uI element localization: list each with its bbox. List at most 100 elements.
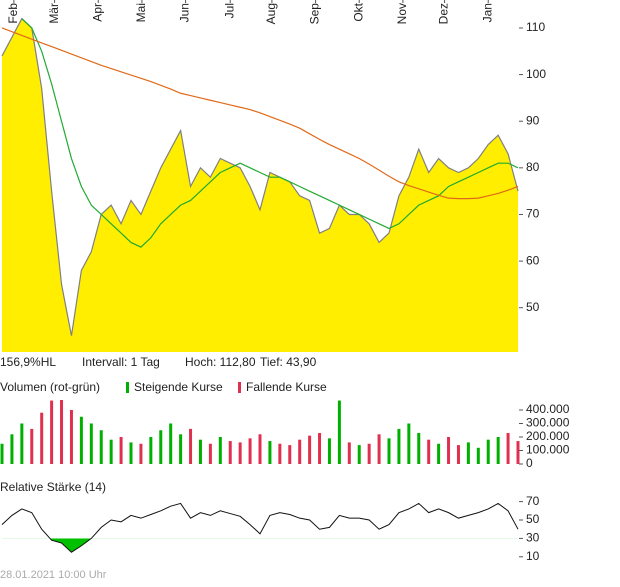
volume-bar	[308, 435, 312, 464]
volume-bar	[50, 400, 54, 464]
x-tick-label: Sep	[308, 3, 322, 25]
oversold-fill	[49, 538, 92, 553]
volume-bar	[397, 428, 401, 464]
y-tick-label: 70	[526, 494, 540, 508]
volume-bar	[268, 441, 272, 464]
volume-bar	[337, 400, 341, 464]
legend-entry: Fallende Kurse	[246, 380, 327, 394]
y-tick-label: 60	[526, 253, 540, 267]
volume-bar	[198, 439, 202, 464]
y-tick-label: 100	[526, 67, 546, 81]
info: Hoch: 112,80	[185, 355, 256, 369]
volume-bar	[486, 439, 490, 464]
volume-bar	[238, 442, 242, 464]
y-tick-label: 50	[526, 512, 540, 526]
volume-bar	[318, 432, 322, 464]
volume-bar	[496, 436, 500, 464]
x-tick-label: Feb	[6, 3, 20, 24]
x-tick-label: Jul	[222, 3, 236, 18]
volume-bar	[10, 434, 14, 464]
legend-swatch	[126, 382, 129, 393]
volume-bar	[248, 438, 252, 464]
volume-bar	[506, 432, 510, 464]
volume-bar	[189, 428, 193, 464]
volume-bar	[327, 438, 331, 464]
volume-bar	[456, 445, 460, 464]
volume-bar	[79, 416, 83, 464]
y-tick-label: 200.000	[526, 429, 570, 443]
volume-bar	[377, 434, 381, 464]
rsi-line	[1, 502, 519, 553]
x-tick-label: Dez	[437, 3, 451, 24]
volume-bar	[218, 436, 222, 464]
price-area	[2, 18, 518, 352]
volume-title: Volumen (rot-grün)	[0, 380, 100, 394]
x-tick-label: Aug	[264, 3, 278, 24]
volume-bar	[159, 430, 163, 464]
price-line	[1, 17, 519, 336]
volume-bar	[30, 428, 34, 464]
x-tick-label: Jun	[178, 3, 192, 22]
volume-bar	[258, 434, 262, 464]
rsi-title: Relative Stärke (14)	[0, 480, 106, 494]
y-tick-label: 10	[526, 549, 540, 563]
volume-bar	[278, 443, 282, 464]
volume-bar	[60, 400, 64, 464]
volume-bar	[347, 442, 351, 464]
volume-bar	[367, 443, 371, 464]
y-tick-label: 110	[526, 20, 545, 34]
x-tick-label: Apr	[90, 3, 104, 22]
y-tick-label: 90	[526, 113, 540, 127]
volume-bar	[466, 442, 470, 464]
volume-bar	[208, 443, 212, 464]
y-tick-label: 300.000	[526, 416, 570, 430]
volume-bar	[99, 430, 103, 464]
volume-bar	[298, 439, 302, 464]
y-tick-label: 50	[526, 300, 540, 314]
info: 156,9%HL	[0, 355, 56, 369]
volume-bar	[169, 423, 173, 464]
volume-bar	[357, 445, 361, 464]
footer: 28.01.2021 10:00 Uhr	[0, 569, 107, 581]
volume-bar	[476, 447, 480, 464]
volume-bar	[139, 443, 143, 464]
y-tick-label: 400.000	[526, 402, 570, 416]
volume-bar	[228, 441, 232, 464]
volume-bar	[179, 434, 183, 464]
volume-bar	[20, 423, 24, 464]
info: Intervall: 1 Tag	[82, 355, 160, 369]
volume-bar	[89, 423, 93, 464]
y-tick-label: 30	[526, 531, 540, 545]
y-tick-label: 70	[526, 207, 540, 221]
volume-bar	[516, 441, 520, 464]
y-tick-label: 100.000	[526, 443, 570, 457]
volume-bars	[0, 400, 520, 464]
y-tick-label: 0	[526, 456, 533, 470]
x-tick-label: Mai	[134, 3, 148, 22]
x-tick-label: Nov	[395, 3, 409, 24]
volume-bar	[69, 409, 73, 464]
volume-bar	[427, 439, 431, 464]
volume-bar	[129, 442, 133, 464]
legend-swatch	[238, 382, 241, 393]
volume-bar	[437, 443, 441, 464]
volume-bar	[288, 445, 292, 464]
x-tick-label: Okt	[351, 2, 365, 21]
x-tick-label: Mär	[47, 3, 61, 24]
legend-entry: Steigende Kurse	[134, 380, 223, 394]
moving-average	[1, 27, 519, 200]
volume-bar	[40, 412, 44, 464]
volume-bar	[0, 443, 4, 464]
volume-bar	[119, 436, 123, 464]
volume-bar	[387, 438, 391, 464]
y-tick-label: 80	[526, 160, 540, 174]
volume-bar	[447, 436, 451, 464]
volume-bar	[407, 423, 411, 464]
volume-bar	[417, 432, 421, 464]
volume-bar	[109, 439, 113, 464]
volume-bar	[149, 436, 153, 464]
x-tick-label: Jan	[480, 3, 494, 22]
info: Tief: 43,90	[260, 355, 317, 369]
moving-average	[21, 18, 519, 248]
